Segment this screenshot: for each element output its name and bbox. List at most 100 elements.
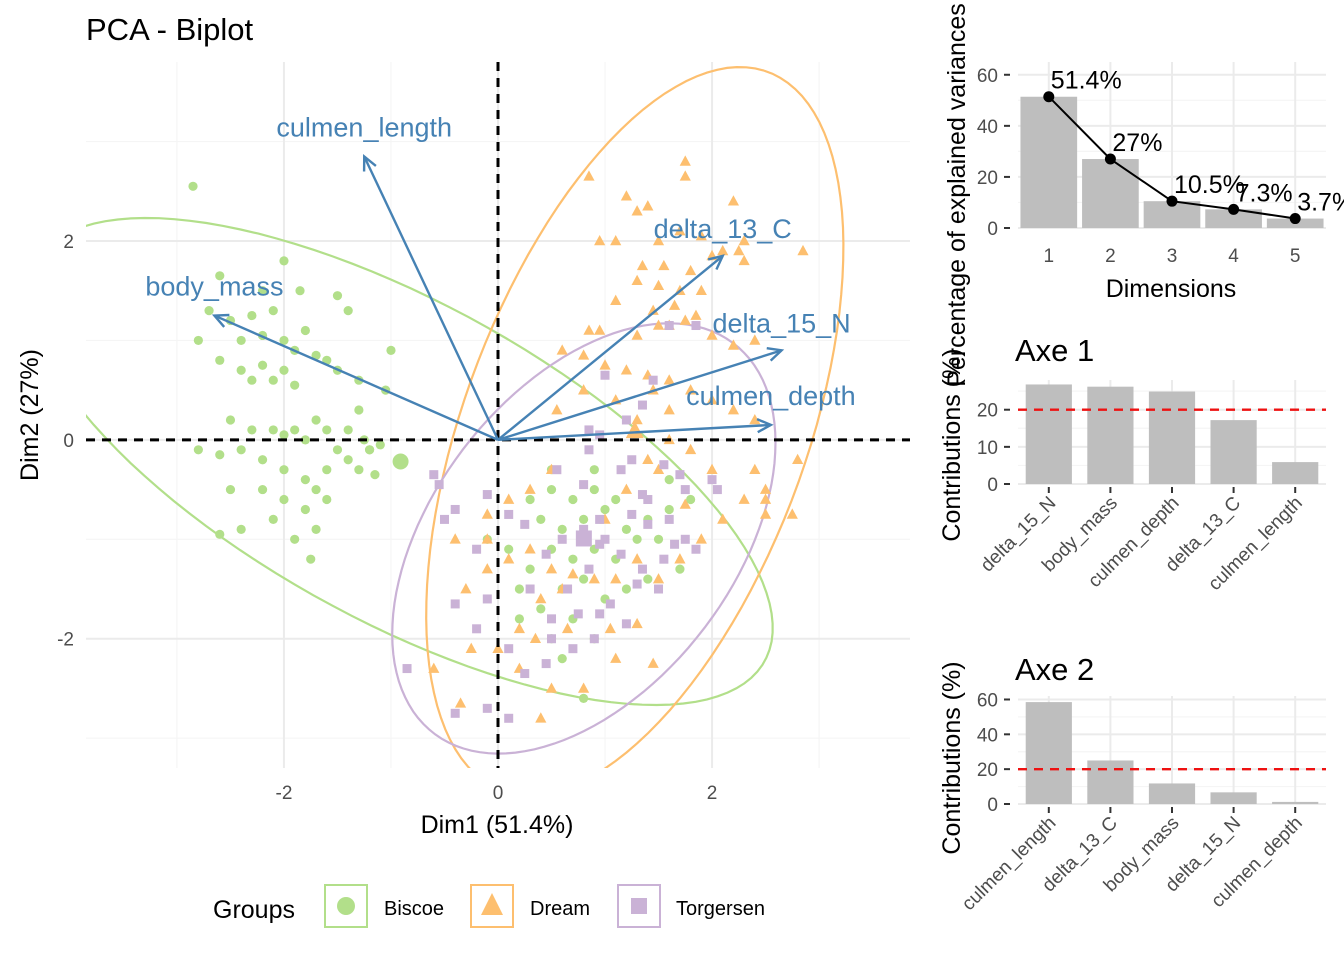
point-torgersen (434, 480, 444, 490)
point-torgersen (472, 624, 482, 634)
point-biscoe (557, 524, 567, 534)
point-dream (668, 299, 681, 310)
point-dream (578, 349, 590, 360)
arrow-label-delta-15-N: delta_15_N (713, 308, 851, 338)
point-biscoe (546, 484, 557, 495)
point-dream (631, 205, 643, 216)
point-biscoe (300, 325, 310, 336)
point-biscoe (579, 693, 589, 703)
scree-y-axis-label: Percentage of explained variances (943, 3, 971, 387)
point-torgersen (595, 539, 605, 549)
point-dream (738, 254, 750, 266)
point-dream (578, 682, 590, 693)
point-torgersen (632, 579, 642, 589)
point-biscoe (354, 465, 364, 475)
point-torgersen (595, 609, 605, 619)
scree-x-tick: 3 (1167, 246, 1178, 267)
scree-x-tick: 5 (1290, 246, 1301, 267)
arrowhead-culmen-depth (756, 418, 774, 434)
scree-y-tick: 0 (987, 219, 998, 240)
point-torgersen (547, 614, 557, 624)
point-biscoe (632, 534, 642, 544)
point-dream (545, 682, 558, 693)
point-torgersen (520, 669, 530, 679)
axe2-bars (1025, 702, 1319, 804)
point-biscoe (311, 524, 321, 534)
point-biscoe (300, 435, 310, 445)
scree-panel: 51.4% 27% 10.5%7.3%3.7% 1 2 3 4 5 0 20 40 60 Dimen… (977, 62, 1344, 303)
point-biscoe (225, 415, 236, 425)
point-torgersen (482, 490, 492, 500)
scree-x-tick: 2 (1105, 246, 1116, 267)
arrow-body-mass (213, 314, 499, 441)
point-torgersen (450, 504, 460, 514)
point-biscoe (193, 445, 203, 455)
point-torgersen (482, 703, 492, 713)
legend-marker-biscoe (337, 897, 355, 915)
scree-value-label: 27% (1112, 129, 1162, 157)
point-dream (786, 508, 798, 519)
point-dream (679, 498, 691, 509)
point-biscoe (268, 514, 278, 525)
point-dream (460, 583, 472, 594)
axe1-y-axis-label: Contributions (%) (938, 348, 966, 541)
point-biscoe (386, 345, 396, 355)
point-torgersen (680, 534, 690, 544)
point-dream (749, 463, 761, 474)
point-biscoe (343, 305, 353, 316)
point-dream (749, 334, 761, 345)
point-biscoe (279, 365, 289, 375)
point-torgersen (680, 485, 690, 495)
axe2-y-axis-label: Contributions (%) (938, 661, 966, 854)
point-biscoe (322, 425, 332, 435)
point-torgersen (616, 549, 626, 559)
point-biscoe (525, 564, 535, 574)
point-dream (610, 234, 622, 246)
point-dream (524, 483, 536, 494)
biplot-y-tick: 2 (63, 232, 74, 253)
scree-y-tick: 20 (977, 168, 998, 189)
point-biscoe (536, 514, 546, 525)
point-dream (556, 344, 568, 355)
legend-label-biscoe: Biscoe (384, 898, 444, 920)
legend-title: Groups (213, 896, 295, 924)
point-dream (610, 294, 622, 305)
scree-line: 51.4% 27% 10.5%7.3%3.7% (1043, 67, 1344, 225)
point-biscoe (621, 584, 632, 594)
point-biscoe (525, 494, 535, 505)
axe2-bar (1148, 783, 1196, 804)
point-biscoe (300, 475, 310, 485)
point-torgersen (605, 599, 615, 609)
legend-entry-biscoe: Biscoe (324, 884, 444, 928)
axe2-bar (1272, 801, 1319, 804)
point-biscoe (279, 256, 289, 266)
scree-value-label: 10.5% (1174, 171, 1245, 199)
point-dream (503, 553, 515, 564)
axe2-x-tick: culmen_length (958, 813, 1060, 915)
scree-x-tick: 4 (1228, 246, 1239, 267)
arrowhead-culmen-length (362, 153, 377, 172)
point-torgersen (439, 514, 449, 524)
point-dream (652, 319, 665, 330)
point-biscoe (364, 445, 375, 455)
point-biscoe (354, 405, 364, 415)
point-torgersen (627, 509, 637, 519)
biplot-x-tick: 0 (493, 783, 504, 804)
point-biscoe (375, 440, 385, 450)
scree-value-label: 51.4% (1051, 67, 1122, 95)
point-dream (631, 413, 643, 425)
axe2-y-tick: 40 (977, 725, 998, 746)
point-dream (594, 234, 606, 246)
point-torgersen (504, 509, 514, 519)
biplot-ticks: -2 0 2 -2 0 2 (57, 232, 717, 804)
axe1-title: Axe 1 (1015, 333, 1094, 368)
point-dream (524, 543, 536, 554)
point-torgersen (547, 634, 557, 644)
scree-value-label: 3.7% (1297, 189, 1344, 217)
biplot-panel: PCA - Biplot culmen_lengthbody_massdelta… (16, 12, 910, 839)
scree-y-tick: 40 (977, 117, 998, 138)
biplot-y-tick: 0 (63, 431, 74, 452)
point-torgersen (563, 584, 573, 594)
point-torgersen (664, 321, 674, 331)
point-torgersen (600, 370, 610, 380)
